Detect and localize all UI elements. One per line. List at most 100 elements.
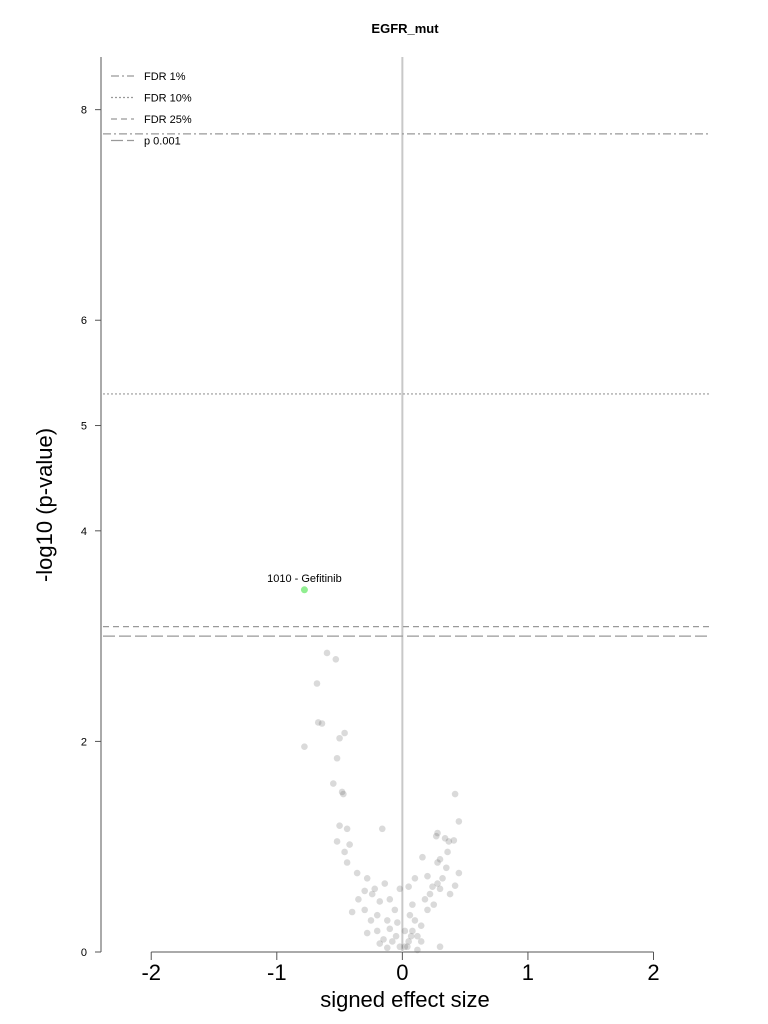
data-point — [401, 943, 409, 951]
x-tick-label: -2 — [141, 960, 161, 985]
data-point — [434, 859, 441, 866]
data-point — [409, 927, 416, 935]
data-point — [421, 896, 429, 903]
data-point — [396, 885, 404, 893]
data-point — [389, 938, 396, 945]
data-point — [446, 890, 454, 898]
data-point — [417, 922, 425, 929]
data-point — [332, 655, 340, 663]
data-point — [450, 837, 458, 844]
data-point — [436, 943, 444, 951]
data-point — [376, 940, 384, 947]
data-point — [383, 944, 391, 952]
data-point — [436, 885, 444, 893]
x-tick-label: 1 — [522, 960, 534, 985]
x-tick-label: 2 — [647, 960, 659, 985]
data-point — [343, 825, 351, 833]
data-point — [417, 938, 425, 945]
data-point — [401, 927, 409, 935]
data-point — [340, 790, 347, 798]
y-tick-label: 2 — [81, 736, 87, 748]
x-tick-label: 0 — [396, 960, 408, 985]
data-points — [301, 649, 463, 954]
data-point — [338, 788, 346, 796]
data-point — [380, 936, 387, 943]
data-point — [451, 790, 459, 798]
data-point — [373, 927, 381, 935]
legend-label: p 0.001 — [144, 136, 181, 148]
data-point — [434, 880, 441, 887]
data-point — [424, 906, 431, 914]
data-point — [381, 880, 389, 887]
data-point — [414, 946, 421, 954]
data-point — [368, 890, 376, 898]
highlight-point — [300, 586, 308, 594]
data-point — [363, 874, 371, 882]
highlight-group: 1010 - Gefitinib — [267, 573, 342, 594]
data-point — [444, 848, 451, 856]
data-point — [391, 906, 399, 914]
threshold-lines — [103, 133, 710, 637]
data-point — [367, 917, 375, 924]
data-point — [430, 901, 438, 908]
legend: FDR 1% FDR 10% FDR 25% p 0.001 — [111, 71, 192, 148]
data-point — [343, 859, 351, 866]
data-point — [361, 906, 368, 914]
data-point — [353, 869, 361, 877]
data-point — [318, 720, 326, 727]
data-point — [424, 872, 431, 880]
y-tick-label: 4 — [81, 526, 87, 538]
y-tick-label: 6 — [81, 315, 87, 327]
data-point — [405, 883, 412, 891]
data-point — [361, 887, 368, 895]
data-point — [407, 932, 415, 940]
data-point — [371, 885, 379, 893]
data-point — [329, 780, 337, 787]
data-point — [451, 882, 459, 889]
x-tick-label: -1 — [267, 960, 287, 985]
data-point — [314, 719, 322, 726]
y-tick-label: 8 — [81, 105, 87, 117]
data-point — [394, 919, 401, 926]
data-point — [301, 743, 308, 750]
data-point — [441, 834, 449, 842]
y-axis-label: -log10 (p-value) — [32, 428, 57, 582]
data-point — [333, 838, 341, 845]
y-tick-label: 0 — [81, 947, 87, 959]
data-point — [409, 901, 416, 908]
data-point — [426, 890, 434, 898]
data-point — [434, 829, 441, 837]
data-point — [404, 943, 411, 951]
data-point — [341, 729, 348, 737]
legend-label: FDR 10% — [144, 93, 192, 105]
data-point — [386, 896, 394, 903]
data-point — [392, 932, 400, 940]
data-point — [383, 917, 391, 924]
data-point — [411, 874, 419, 882]
data-point — [373, 911, 381, 919]
data-point — [455, 869, 463, 877]
legend-label: FDR 25% — [144, 114, 192, 126]
data-point — [436, 856, 444, 863]
data-point — [414, 932, 421, 940]
data-point — [336, 734, 343, 742]
data-point — [336, 822, 343, 829]
data-point — [386, 925, 394, 933]
data-point — [348, 908, 356, 916]
data-point — [411, 917, 419, 924]
y-tick-label: 5 — [81, 421, 87, 433]
data-point — [333, 754, 341, 762]
data-point — [419, 853, 426, 861]
data-point — [405, 938, 412, 945]
data-point — [363, 929, 371, 937]
data-point — [432, 832, 440, 840]
data-point — [323, 649, 331, 657]
data-point — [429, 883, 436, 891]
data-point — [346, 841, 353, 848]
legend-label: FDR 1% — [144, 71, 186, 83]
chart-title: EGFR_mut — [371, 21, 439, 36]
x-axis-label: signed effect size — [320, 987, 490, 1012]
axes: 0 2 4 5 6 8 -2 -1 0 1 2 — [81, 57, 660, 985]
data-point — [341, 848, 348, 856]
